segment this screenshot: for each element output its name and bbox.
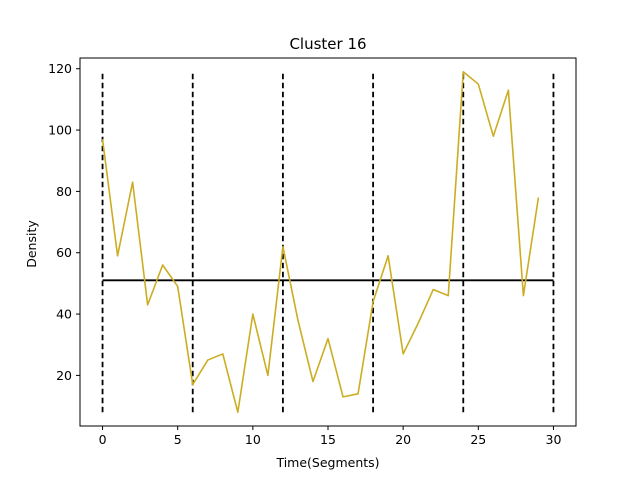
plot-area: 0 5 10 15 20 25 30 20 40 60 80 100 120 — [48, 57, 577, 447]
x-tick-label: 30 — [546, 432, 562, 447]
x-tick-label: 25 — [470, 432, 486, 447]
y-axis-label: Density — [24, 220, 39, 268]
y-tick-label: 120 — [48, 61, 72, 76]
y-tick-label: 40 — [56, 307, 72, 322]
x-tick-label: 0 — [99, 432, 107, 447]
chart-title: Cluster 16 — [289, 35, 366, 53]
x-tick-label: 5 — [174, 432, 182, 447]
x-tick-label: 10 — [245, 432, 261, 447]
x-axis-label: Time(Segments) — [275, 455, 379, 470]
y-tick-label: 100 — [48, 123, 72, 138]
x-tick-label: 20 — [395, 432, 411, 447]
y-tick-label: 20 — [56, 368, 72, 383]
series-line — [101, 71, 540, 414]
y-tick-label: 80 — [56, 184, 72, 199]
x-tick-label: 15 — [320, 432, 336, 447]
y-tick-label: 60 — [56, 245, 72, 260]
